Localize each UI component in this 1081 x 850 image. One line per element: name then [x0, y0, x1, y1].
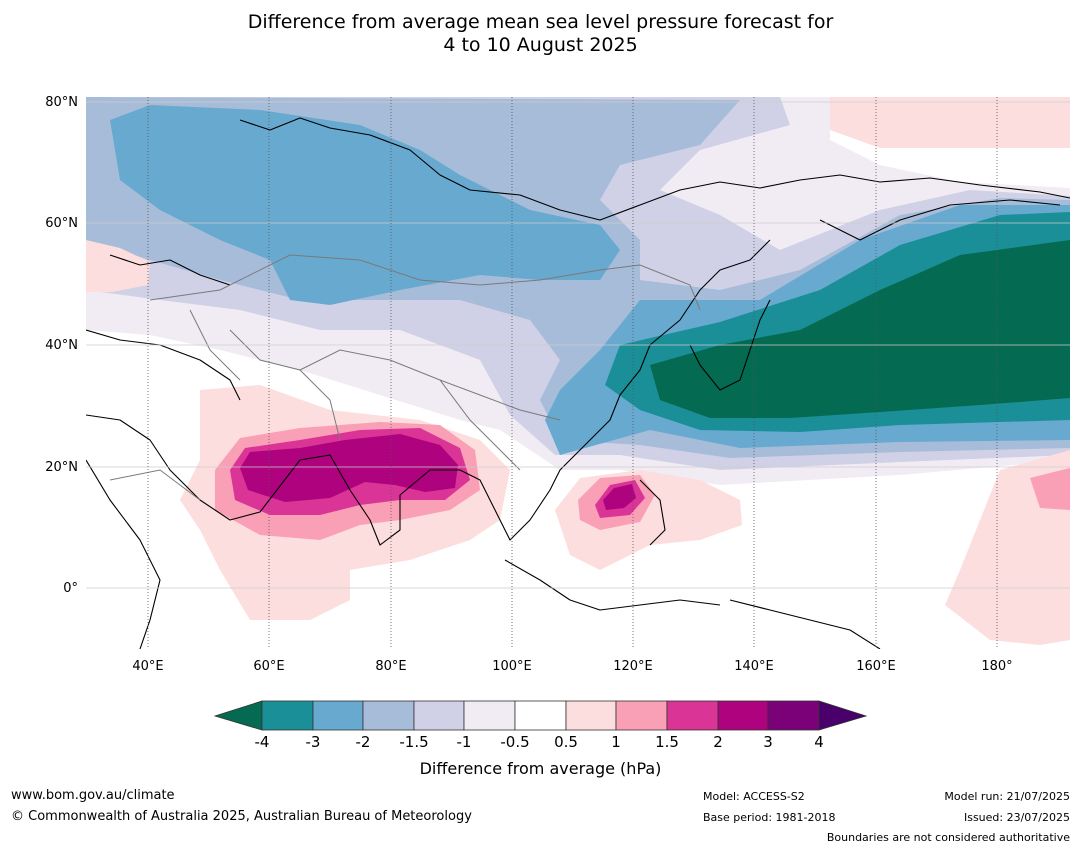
colorbar-bin: [413, 700, 465, 731]
lat-label: 60°N: [45, 216, 78, 231]
lon-label: 100°E: [492, 659, 532, 674]
colorbar-tick: 3: [763, 733, 773, 751]
anomaly-pos-0p5-europe: [86, 240, 150, 292]
issued-text: Issued: 23/07/2025: [963, 811, 1070, 824]
anomaly-neg-4: [650, 240, 1070, 418]
colorbar-tick: -1.5: [399, 733, 429, 751]
graticule: [86, 101, 1070, 589]
lon-label: 120°E: [613, 659, 653, 674]
lat-label: 80°N: [45, 95, 78, 110]
colorbar: [213, 700, 868, 731]
lon-label: 60°E: [253, 659, 285, 674]
colorbar-bin: [463, 700, 516, 731]
copyright-text: © Commonwealth of Australia 2025, Austra…: [11, 809, 472, 824]
colorbar-label: Difference from average (hPa): [419, 759, 662, 778]
colorbar-extend-high: [818, 700, 868, 731]
lat-label: 40°N: [45, 338, 78, 353]
anomaly-pos-0p5-arctic: [830, 97, 1070, 148]
colorbar-tick: 1.5: [655, 733, 679, 751]
colorbar-bin: [717, 700, 769, 731]
country-borders: [109, 254, 701, 501]
colorbar-extend-low: [213, 700, 263, 731]
lon-label: 180°: [981, 659, 1013, 674]
lon-label: 40°E: [132, 659, 164, 674]
colorbar-tick: -1: [456, 733, 472, 751]
map-title-line2: 4 to 10 August 2025: [443, 34, 638, 56]
lon-label: 80°E: [375, 659, 407, 674]
lon-label: 140°E: [734, 659, 774, 674]
model-run-text: Model run: 21/07/2025: [944, 790, 1070, 803]
colorbar-bin: [666, 700, 719, 731]
lat-label: 0°: [63, 581, 78, 596]
colorbar-tick: 0.5: [554, 733, 578, 751]
lat-label: 20°N: [45, 460, 78, 475]
colorbar-bin: [615, 700, 668, 731]
meridians: [147, 97, 998, 649]
colorbar-bin: [565, 700, 617, 731]
coastlines: [86, 117, 1070, 649]
colorbar-tick: -2: [355, 733, 371, 751]
colorbar-tick: 2: [713, 733, 723, 751]
colorbar-tick: 1: [611, 733, 621, 751]
colorbar-tick: -0.5: [500, 733, 530, 751]
anomaly-pos-2: [240, 434, 636, 510]
colorbar-tick: -3: [305, 733, 321, 751]
colorbar-tick: 4: [814, 733, 824, 751]
colorbar-tick: -4: [254, 733, 270, 751]
colorbar-bin: [767, 700, 820, 731]
disclaimer-text: Boundaries are not considered authoritat…: [826, 831, 1070, 844]
model-text: Model: ACCESS-S2: [703, 790, 805, 803]
colorbar-bin: [362, 700, 415, 731]
base-period-text: Base period: 1981-2018: [703, 811, 836, 824]
website-link[interactable]: www.bom.gov.au/climate: [11, 788, 175, 803]
colorbar-bin: [514, 700, 567, 731]
map-title-line1: Difference from average mean sea level p…: [247, 11, 834, 33]
colorbar-bin: [261, 700, 314, 731]
colorbar-bin: [312, 700, 364, 731]
lon-label: 160°E: [856, 659, 896, 674]
